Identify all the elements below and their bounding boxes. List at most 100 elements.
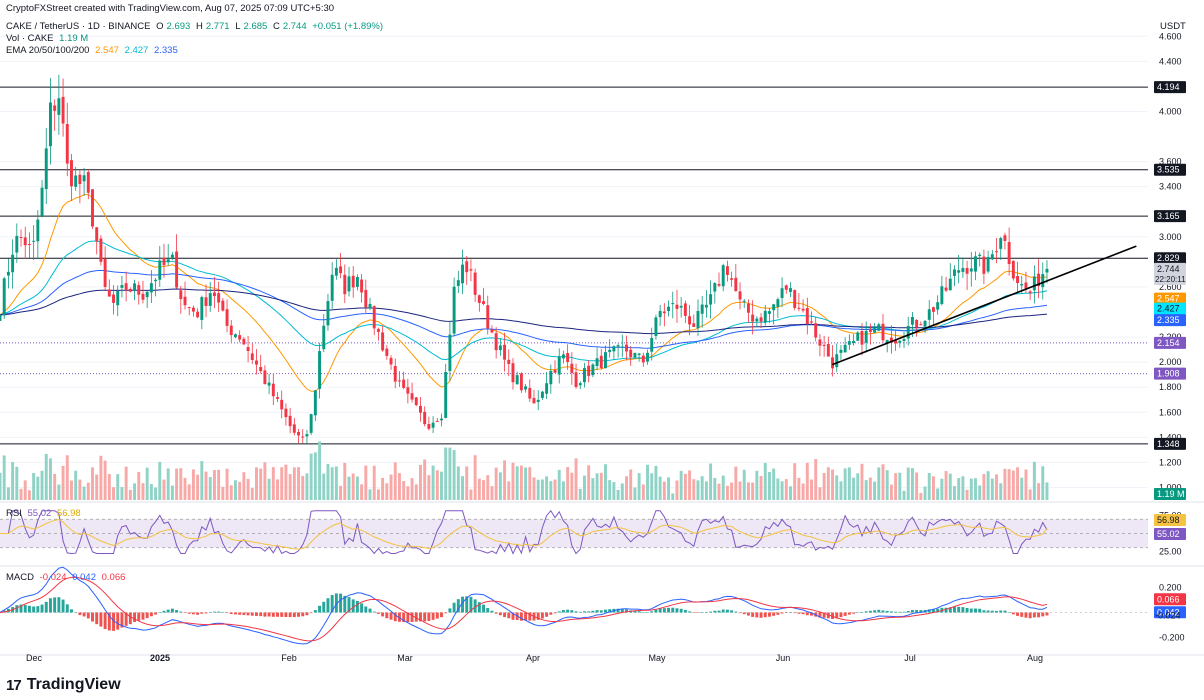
macd-hist-bar (490, 610, 494, 613)
volume-bar (742, 469, 746, 500)
volume-bar (751, 482, 755, 500)
candle-body (927, 309, 931, 320)
macd-hist-bar (725, 609, 729, 613)
volume-bar (419, 464, 422, 500)
macd-hist-bar (61, 599, 65, 613)
volume-bar (406, 486, 410, 500)
volume-bar (936, 488, 940, 500)
macd-hist-bar (667, 607, 671, 613)
macd-hist-bar (936, 608, 940, 613)
candle-body (868, 328, 872, 332)
macd-hist-bar (32, 606, 36, 613)
candle-body (288, 415, 292, 427)
volume-bar (246, 478, 250, 500)
candle-body (70, 160, 73, 187)
macd-hist-bar (1003, 610, 1007, 613)
volume-bar (208, 477, 212, 500)
volume-bar (196, 474, 200, 500)
volume-bar (511, 462, 515, 500)
candle-body (427, 423, 431, 429)
volume-bar (2, 455, 6, 500)
price-tick-label: 1.000 (1159, 482, 1182, 492)
tradingview-footer[interactable]: 17 TradingView (6, 676, 121, 694)
macd-hist-bar (133, 612, 137, 622)
volume-bar (120, 486, 124, 500)
volume-bar (183, 477, 187, 500)
macd-hist-bar (271, 612, 275, 617)
candle-body (620, 346, 624, 348)
volume-bars (0, 441, 1049, 500)
macd-hist-bar (1011, 612, 1015, 615)
ema-legend: EMA 20/50/100/200 2.547 2.427 2.335 (6, 45, 181, 56)
symbol-label[interactable]: CAKE / TetherUS · 1D · BINANCE (6, 21, 151, 32)
macd-hist-bar (675, 608, 679, 613)
volume-bar (599, 472, 603, 500)
volume-bar (133, 483, 137, 500)
time-tick-label: Apr (526, 653, 540, 663)
volume-bar (995, 474, 998, 500)
candle-body (292, 424, 296, 433)
macd-hist-bar (263, 612, 267, 617)
candle-body (276, 397, 279, 399)
candle-body (574, 372, 578, 387)
volume-bar (1041, 466, 1045, 500)
rsi-label[interactable]: RSI (6, 508, 22, 519)
macd-hist-bar (578, 611, 582, 613)
macd-hist-bar (847, 612, 851, 615)
macd-hist-bar (620, 608, 624, 613)
volume-bar (713, 477, 717, 500)
candle-body (419, 405, 422, 413)
candle-body (847, 341, 851, 345)
ema-label[interactable]: EMA 20/50/100/200 (6, 45, 90, 56)
macd-hist-bar (229, 612, 233, 614)
macd-hist-bar (221, 611, 225, 613)
macd-hist-bar (1041, 612, 1045, 617)
candle-body (923, 320, 927, 327)
low-value: 2.685 (243, 21, 268, 32)
candle-body (162, 257, 166, 266)
candle-body (658, 310, 662, 318)
macd-hist-bar (633, 610, 637, 613)
support-trendline (832, 245, 1137, 366)
time-axis[interactable]: Dec 2025 Feb Mar Apr May Jun Jul Aug (26, 653, 1043, 663)
price-tick-label: 1.200 (1159, 457, 1182, 467)
candle-body (650, 337, 654, 352)
macd-hist-bar (381, 612, 385, 617)
candle-body (969, 268, 973, 272)
current-price-tag-bg (1154, 262, 1186, 285)
volume-bar (343, 462, 347, 500)
volume-bar (263, 462, 267, 500)
volume-label[interactable]: Vol · CAKE (6, 33, 54, 44)
ema-tag: 2.427 (1157, 304, 1180, 314)
macd-hist-bar (44, 601, 48, 613)
candlesticks[interactable] (0, 74, 1049, 444)
candle-body (940, 286, 944, 305)
macd-hist-bar (528, 612, 532, 621)
volume-bar (355, 476, 359, 500)
volume-bar (789, 486, 792, 500)
candle-body (662, 311, 666, 314)
candle-body (826, 343, 830, 357)
signal-line (0, 576, 1048, 642)
macd-hist-bar (284, 612, 288, 617)
candle-body (6, 271, 10, 276)
volume-bar (561, 481, 565, 500)
candle-body (368, 303, 372, 309)
macd-hist-bar (982, 610, 986, 613)
trendline[interactable] (832, 245, 1137, 366)
macd-label[interactable]: MACD (6, 572, 34, 583)
volume-bar (1037, 483, 1041, 500)
volume-bar (334, 466, 338, 500)
macd-line (0, 566, 1048, 645)
volume-bar (784, 479, 788, 500)
candle-body (263, 370, 267, 385)
candle-body (107, 289, 111, 297)
candle-body (515, 375, 519, 385)
candle-body (843, 344, 847, 353)
macd-hist-bar (112, 612, 115, 631)
quote-unit[interactable]: USDT (1160, 21, 1186, 32)
candle-body (540, 391, 544, 398)
volume-bar (763, 462, 767, 500)
candle-body (910, 316, 914, 325)
